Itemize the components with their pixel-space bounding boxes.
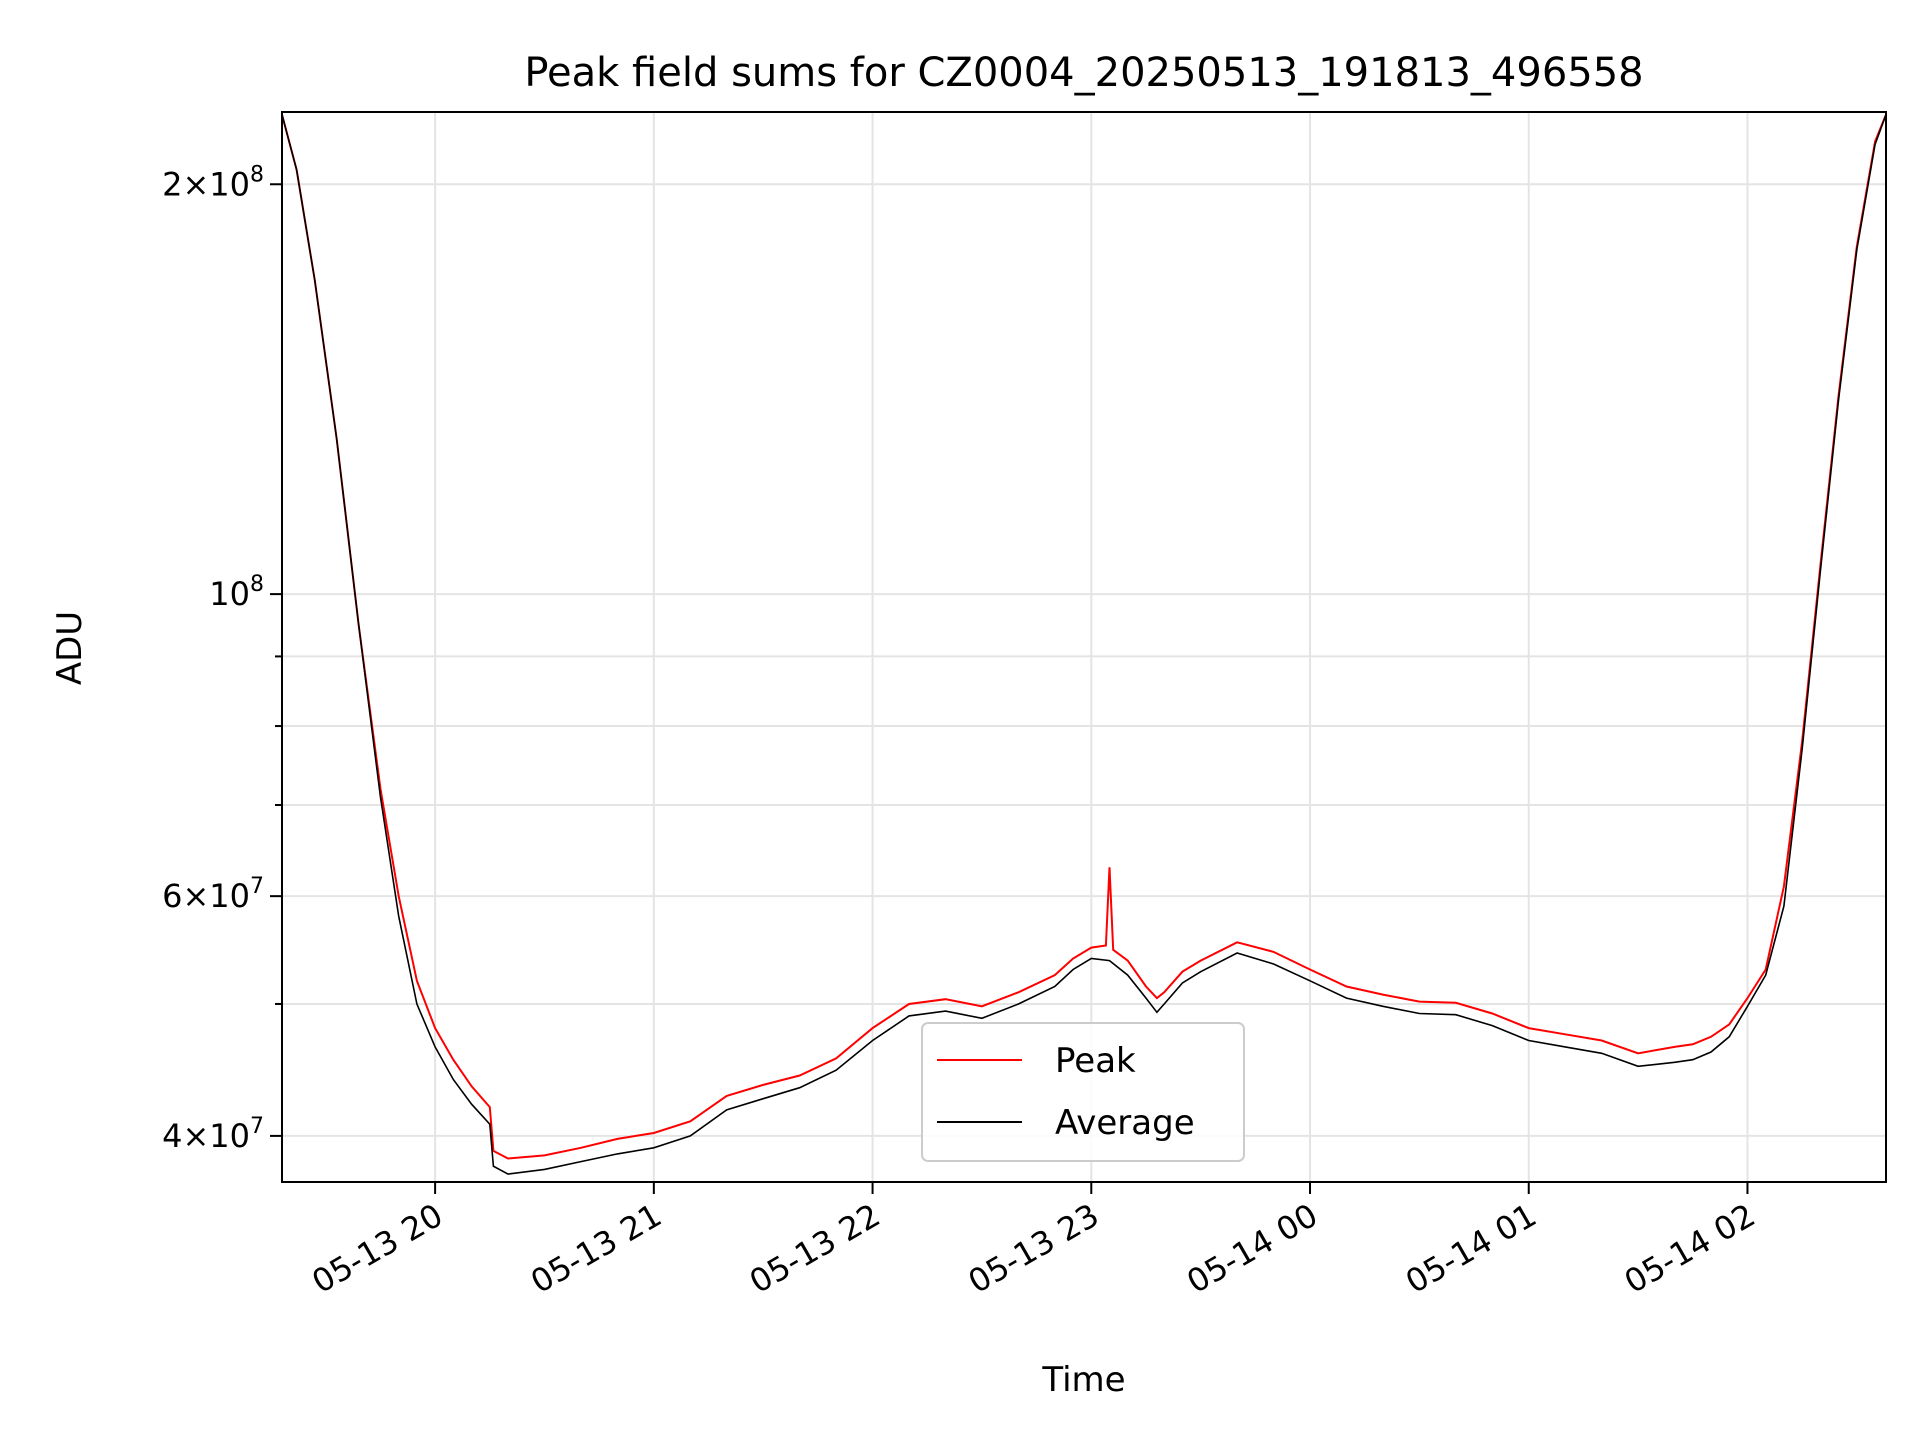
legend-label-peak: Peak: [1055, 1041, 1136, 1081]
legend-box: [921, 1022, 1245, 1162]
y-tick-label: 108: [209, 572, 264, 613]
plot-frame: [281, 111, 1887, 1183]
y-tick-label: 2×108: [162, 162, 264, 203]
grid: [282, 112, 1886, 1182]
series-line-peak: [282, 114, 1886, 1160]
legend-label-average: Average: [1055, 1103, 1195, 1143]
plot-area: [282, 114, 1886, 1175]
y-tick-label: 6×107: [162, 874, 264, 915]
y-axis-label: ADU: [50, 611, 90, 685]
series-line-average: [282, 114, 1886, 1175]
x-axis-label: Time: [1041, 1360, 1125, 1400]
y-tick-label: 4×107: [162, 1114, 264, 1155]
chart-title: Peak field sums for CZ0004_20250513_1918…: [524, 50, 1643, 96]
legend: Peak Average: [921, 1022, 1245, 1162]
